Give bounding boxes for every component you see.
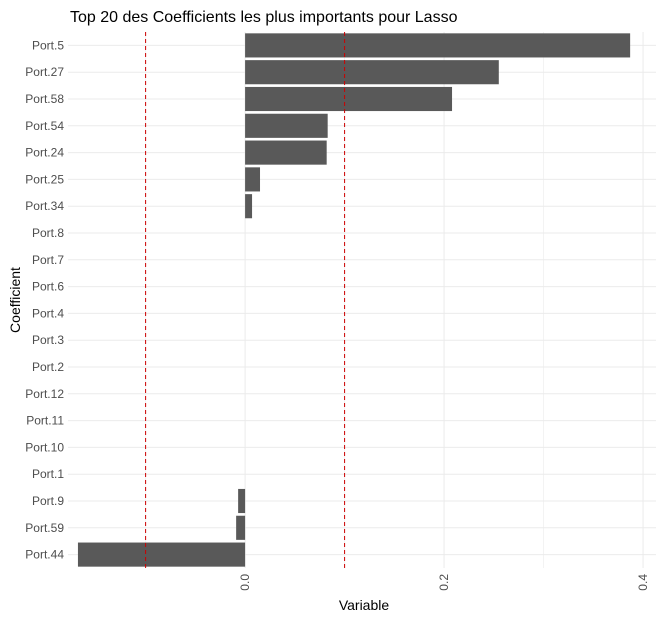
y-tick-label: Port.34 [25,199,64,213]
bar-port-5 [245,33,631,58]
bar-port-25 [245,167,261,192]
y-tick-label: Port.4 [32,306,64,320]
y-tick-label: Port.3 [32,333,64,347]
y-tick-label: Port.44 [25,548,64,562]
y-tick-label: Port.1 [32,467,64,481]
y-tick-label: Port.25 [25,172,64,186]
x-tick-label: 0.0 [238,574,252,591]
x-axis-title: Variable [339,597,390,613]
y-tick-label: Port.9 [32,494,64,508]
y-tick-label: Port.54 [25,119,64,133]
chart-title: Top 20 des Coefficients les plus importa… [70,9,458,26]
bar-port-58 [245,86,453,112]
x-tick-label: 0.4 [636,574,650,591]
bar-port-59 [236,515,246,540]
y-axis-title: Coefficient [7,267,23,333]
grid [68,32,656,568]
y-tick-label: Port.59 [25,521,64,535]
bar-port-9 [238,488,246,514]
y-tick-label: Port.11 [26,414,64,428]
y-tick-label: Port.2 [32,360,64,374]
y-tick-label: Port.5 [32,38,64,52]
y-tick-label: Port.6 [32,280,64,294]
y-tick-label: Port.7 [32,253,64,267]
bar-port-27 [245,60,499,85]
reference-lines [145,32,346,568]
bar-port-54 [245,113,328,138]
y-tick-label: Port.10 [25,440,64,454]
y-tick-label: Port.12 [25,387,64,401]
bars [77,33,631,567]
bar-port-44 [77,542,246,567]
y-tick-label: Port.8 [32,226,64,240]
y-tick-label: Port.27 [25,65,64,79]
x-tick-label: 0.2 [437,574,451,591]
bar-port-34 [245,194,253,219]
y-tick-labels: Port.5 Port.27 Port.58 Port.54 Port.24 Port.2… [25,38,64,561]
x-tick-labels: 0.0 0.2 0.4 [238,574,650,591]
y-tick-label: Port.58 [25,92,64,106]
bar-port-24 [245,140,327,165]
y-tick-label: Port.24 [25,146,64,160]
